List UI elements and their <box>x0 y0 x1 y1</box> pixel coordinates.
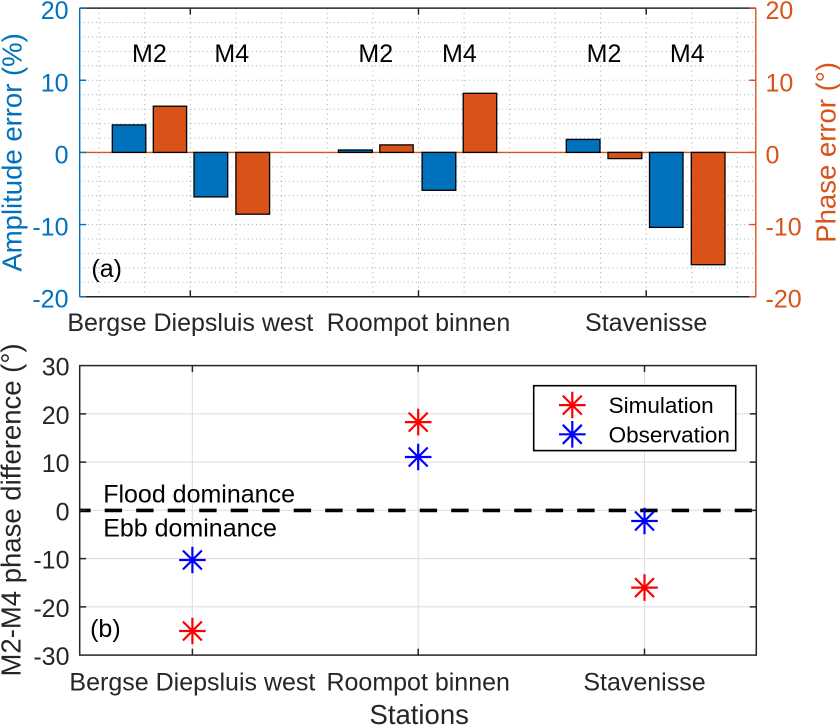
svg-text:-10: -10 <box>33 547 69 575</box>
svg-text:20: 20 <box>766 0 794 25</box>
svg-text:Stations: Stations <box>370 699 469 728</box>
svg-text:Phase error (°): Phase error (°) <box>811 62 840 243</box>
svg-text:0: 0 <box>766 141 780 169</box>
svg-text:M2-M4 phase difference (°): M2-M4 phase difference (°) <box>0 344 27 677</box>
svg-text:Bergse Diepsluis west: Bergse Diepsluis west <box>69 669 315 697</box>
svg-text:M2: M2 <box>132 40 167 68</box>
svg-text:10: 10 <box>42 450 70 478</box>
svg-text:(b): (b) <box>90 615 121 643</box>
svg-text:-20: -20 <box>766 286 802 314</box>
svg-text:Stavenisse: Stavenisse <box>583 669 705 697</box>
svg-text:M2: M2 <box>587 40 622 68</box>
svg-text:Flood dominance: Flood dominance <box>103 480 295 508</box>
svg-text:0: 0 <box>55 141 69 169</box>
svg-text:(a): (a) <box>91 255 122 283</box>
svg-text:0: 0 <box>56 498 70 526</box>
svg-text:30: 30 <box>42 354 70 382</box>
svg-text:M2: M2 <box>358 40 393 68</box>
svg-text:M4: M4 <box>442 40 477 68</box>
svg-text:-10: -10 <box>32 214 68 242</box>
svg-text:10: 10 <box>41 69 69 97</box>
svg-text:20: 20 <box>41 0 69 25</box>
svg-text:-20: -20 <box>32 286 68 314</box>
svg-text:Stavenisse: Stavenisse <box>585 309 707 337</box>
svg-text:M4: M4 <box>670 40 705 68</box>
svg-text:20: 20 <box>42 402 70 430</box>
svg-text:Ebb dominance: Ebb dominance <box>103 515 277 543</box>
svg-text:Amplitude error (%): Amplitude error (%) <box>0 33 28 271</box>
svg-text:-10: -10 <box>766 214 802 242</box>
svg-text:Bergse Diepsluis west: Bergse Diepsluis west <box>67 309 313 337</box>
svg-text:Roompot binnen: Roompot binnen <box>327 309 510 337</box>
svg-text:M4: M4 <box>214 40 249 68</box>
svg-text:-30: -30 <box>33 643 69 671</box>
svg-text:-20: -20 <box>33 595 69 623</box>
svg-text:10: 10 <box>766 69 794 97</box>
svg-text:Simulation: Simulation <box>609 393 714 418</box>
svg-text:Observation: Observation <box>609 422 730 447</box>
svg-text:Roompot binnen: Roompot binnen <box>326 669 509 697</box>
